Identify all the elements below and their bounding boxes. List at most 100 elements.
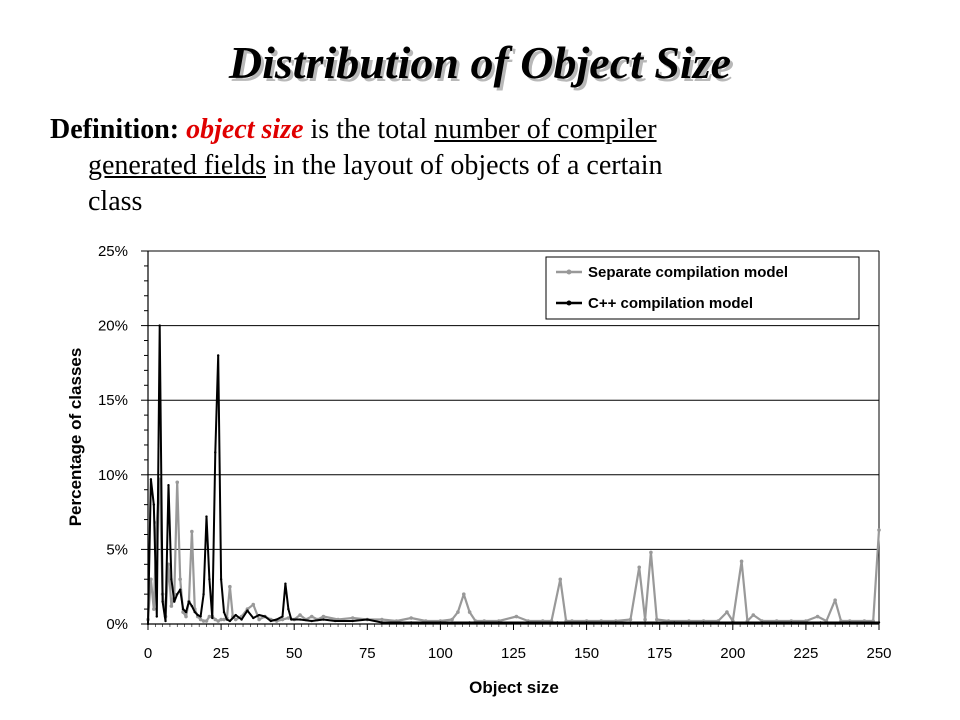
data-point — [146, 622, 150, 626]
x-tick-label: 100 — [428, 645, 453, 662]
data-point — [161, 600, 164, 603]
legend-marker — [566, 300, 572, 306]
data-point — [198, 617, 203, 622]
data-point — [152, 607, 156, 611]
data-point — [281, 615, 284, 618]
data-point — [467, 610, 472, 614]
data-point — [514, 614, 519, 619]
data-point — [199, 615, 202, 618]
data-point — [184, 614, 188, 619]
data-point — [290, 618, 293, 621]
data-point — [263, 615, 267, 618]
data-point — [497, 621, 501, 624]
data-point — [298, 618, 302, 621]
data-point — [184, 610, 188, 614]
definition-term: object size — [186, 114, 304, 145]
definition-text-b: in the layout of objects of a certain — [266, 150, 663, 181]
series-line — [146, 478, 881, 623]
data-point — [169, 604, 174, 608]
legend: Separate compilation model C++ compilatio… — [545, 256, 860, 320]
data-point — [170, 578, 173, 581]
data-point — [202, 592, 205, 596]
data-point — [409, 616, 413, 620]
data-point — [284, 582, 287, 585]
data-point — [322, 618, 325, 621]
definition-underlined-a: number of compiler — [434, 114, 657, 145]
data-point — [833, 598, 837, 602]
legend-marker — [566, 269, 572, 275]
data-point — [257, 617, 261, 622]
data-point — [219, 617, 223, 622]
data-point — [731, 621, 734, 624]
y-tick-label: 0% — [106, 616, 128, 633]
data-point — [649, 550, 653, 555]
data-point — [219, 578, 223, 581]
data-point — [468, 621, 471, 624]
data-point — [251, 602, 256, 607]
data-point — [201, 619, 206, 623]
data-point — [207, 614, 212, 619]
x-tick-label: 75 — [359, 645, 376, 662]
data-point — [526, 621, 530, 624]
data-point — [654, 617, 659, 622]
x-tick-label: 125 — [501, 645, 526, 662]
data-point — [190, 604, 194, 608]
data-point — [456, 610, 460, 614]
definition-line-3: class — [50, 184, 930, 220]
data-point — [167, 484, 170, 487]
definition-line-2: generated fields in the layout of object… — [50, 148, 930, 184]
data-point — [280, 617, 285, 622]
y-tick-label: 5% — [106, 541, 128, 558]
definition-text-a: is the total — [303, 114, 435, 145]
x-axis-title: Object size — [469, 678, 559, 697]
data-point — [222, 610, 226, 614]
data-point — [213, 617, 218, 622]
data-point — [233, 617, 238, 622]
legend-label: C++ compilation model — [588, 295, 753, 312]
data-point — [321, 614, 326, 619]
data-point — [751, 613, 756, 617]
x-tick-label: 150 — [574, 645, 599, 662]
data-point — [176, 592, 179, 596]
data-point — [558, 577, 563, 582]
data-point — [257, 613, 261, 617]
data-point — [204, 619, 209, 623]
data-point — [877, 528, 881, 532]
data-point — [149, 478, 153, 481]
data-point — [877, 621, 881, 624]
data-point — [222, 617, 226, 622]
data-point — [155, 615, 158, 618]
definition-text-c: class — [88, 186, 143, 217]
x-tick-label: 250 — [866, 645, 891, 662]
data-point — [164, 619, 167, 623]
data-point — [333, 619, 337, 623]
data-point — [819, 621, 822, 624]
data-point — [309, 614, 314, 619]
data-point — [149, 577, 153, 582]
x-tick-label: 200 — [720, 645, 745, 662]
data-point — [673, 621, 676, 624]
data-point — [848, 621, 851, 624]
data-point — [216, 619, 220, 623]
x-tick-label: 50 — [286, 645, 303, 662]
data-point — [643, 621, 647, 624]
data-point — [252, 616, 255, 620]
data-point — [208, 578, 211, 581]
data-point — [228, 584, 232, 589]
data-point — [461, 592, 466, 596]
data-point — [240, 618, 243, 621]
data-point — [225, 618, 229, 621]
axes-layer: 0% 5% 10% 15% 20% 25% 0 25 50 75 100 125 150 175 200 22… — [98, 243, 892, 662]
data-point — [216, 354, 220, 357]
x-tick-label: 175 — [647, 645, 672, 662]
series-layer — [146, 324, 881, 626]
data-point — [205, 515, 208, 518]
x-tick-label: 225 — [793, 645, 818, 662]
data-point — [702, 621, 705, 624]
data-point — [246, 609, 249, 612]
slide-title: Distribution of Object Size — [228, 37, 732, 88]
definition-text: Definition: object size is the total num… — [50, 112, 930, 220]
data-point — [178, 577, 182, 582]
data-point — [287, 607, 290, 611]
